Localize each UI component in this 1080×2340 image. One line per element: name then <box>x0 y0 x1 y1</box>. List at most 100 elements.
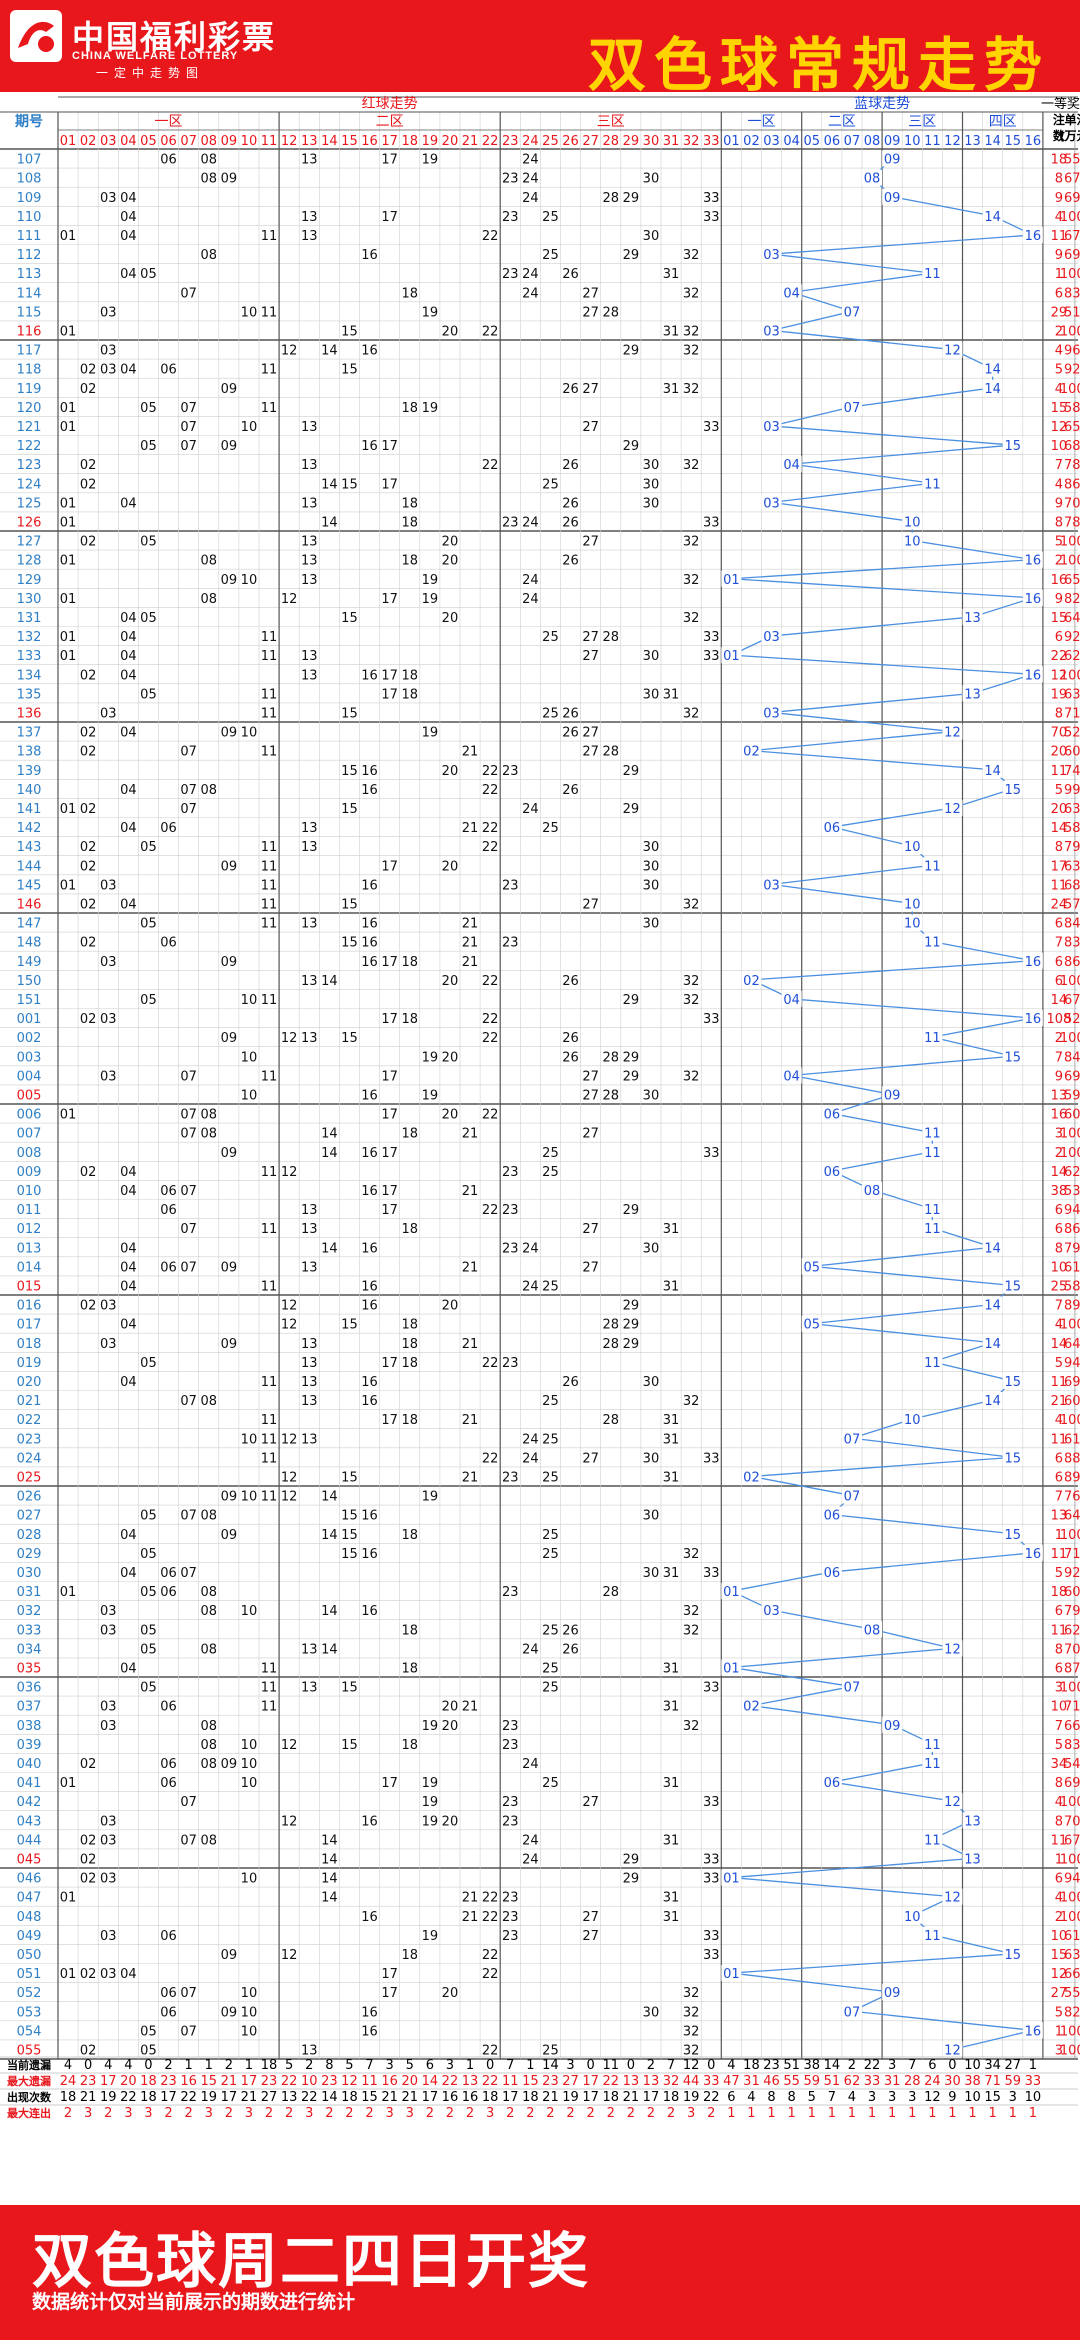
issue-number: 011 <box>17 1203 42 1218</box>
blue-ball-bg <box>781 456 802 473</box>
red-column-number: 29 <box>623 134 640 149</box>
stat-value: 17 <box>160 2090 177 2105</box>
red-ball-number: 16 <box>361 439 378 454</box>
prize-amount: 993 <box>1064 783 1080 798</box>
red-ball-number: 04 <box>120 229 137 244</box>
issue-number: 118 <box>17 363 42 378</box>
stat-value: 51 <box>783 2058 800 2073</box>
red-ball-number: 07 <box>180 1833 197 1848</box>
red-ball-number: 15 <box>341 363 358 378</box>
red-ball-number: 17 <box>381 668 398 683</box>
red-ball-number: 27 <box>582 1127 599 1142</box>
red-ball-number: 27 <box>582 1222 599 1237</box>
red-ball-number: 28 <box>602 745 619 760</box>
red-ball-number: 16 <box>361 936 378 951</box>
red-ball-number: 15 <box>341 1528 358 1543</box>
blue-ball-number: 03 <box>763 1604 780 1619</box>
red-ball-number: 29 <box>623 248 640 263</box>
blue-ball-number: 15 <box>1004 783 1021 798</box>
blue-column-number: 10 <box>904 134 921 149</box>
red-ball-number: 22 <box>482 458 499 473</box>
red-ball-number: 03 <box>100 1623 117 1638</box>
stat-value: 22 <box>703 2090 720 2105</box>
red-ball-number: 13 <box>301 1260 318 1275</box>
red-ball-number: 25 <box>542 1661 559 1676</box>
blue-ball-bg <box>862 1181 883 1198</box>
stat-value: 3 <box>124 2106 132 2121</box>
stat-value: 59 <box>1004 2074 1021 2089</box>
blue-ball-number: 06 <box>824 1566 841 1581</box>
red-ball-number: 15 <box>341 897 358 912</box>
prize-amount: 824 <box>1064 2005 1080 2020</box>
prize-count: 18 <box>1051 153 1068 168</box>
prize-amount: 835 <box>1064 286 1080 301</box>
red-ball-number: 13 <box>301 229 318 244</box>
stat-value: 33 <box>864 2074 881 2089</box>
red-ball-number: 01 <box>60 1891 77 1906</box>
prize-count: 8 <box>1055 1814 1063 1829</box>
blue-ball-number: 08 <box>864 1184 881 1199</box>
blue-ball-bg <box>982 379 1003 396</box>
issue-number: 043 <box>17 1814 42 1829</box>
red-ball-number: 31 <box>663 687 680 702</box>
red-ball-number: 27 <box>582 897 599 912</box>
blue-ball-number: 11 <box>924 1738 941 1753</box>
blue-ball-bg <box>922 933 943 950</box>
blue-ball-bg <box>1002 1449 1023 1466</box>
blue-ball-number: 16 <box>1025 2024 1042 2039</box>
red-ball-number: 09 <box>221 573 238 588</box>
stat-value: 1 <box>848 2106 856 2121</box>
red-ball-number: 10 <box>241 573 258 588</box>
red-column-number: 23 <box>502 134 519 149</box>
blue-ball-number: 03 <box>763 706 780 721</box>
stat-value: 23 <box>261 2074 278 2089</box>
prize-amount: 643 <box>1064 1337 1080 1352</box>
blue-ball-number: 14 <box>984 1394 1001 1409</box>
red-ball-number: 05 <box>140 1509 157 1524</box>
red-ball-number: 04 <box>120 611 137 626</box>
prize-amount: 677 <box>1064 229 1080 244</box>
blue-ball-number: 12 <box>944 1642 961 1657</box>
prize-count: 11 <box>1051 1432 1068 1447</box>
red-ball-number: 17 <box>381 1012 398 1027</box>
blue-ball-number: 15 <box>1004 1279 1021 1294</box>
stat-value: 15 <box>522 2074 539 2089</box>
prize-count: 11 <box>1051 764 1068 779</box>
stat-value: 1 <box>245 2058 253 2073</box>
red-ball-number: 27 <box>582 649 599 664</box>
red-ball-number: 06 <box>160 1929 177 1944</box>
red-ball-number: 31 <box>663 1833 680 1848</box>
blue-ball-bg <box>1002 1277 1023 1294</box>
stat-value: 11 <box>602 2058 619 2073</box>
red-ball-number: 31 <box>663 1891 680 1906</box>
red-ball-number: 16 <box>361 955 378 970</box>
red-ball-number: 26 <box>562 515 579 530</box>
stat-value: 18 <box>602 2090 619 2105</box>
blue-ball-number: 08 <box>864 1623 881 1638</box>
red-column-number: 04 <box>120 134 137 149</box>
red-ball-number: 27 <box>582 1795 599 1810</box>
red-ball-number: 11 <box>261 897 278 912</box>
red-ball-number: 33 <box>703 210 720 225</box>
stat-value: 20 <box>401 2074 418 2089</box>
red-column-number: 11 <box>261 134 278 149</box>
red-ball-number: 33 <box>703 1566 720 1581</box>
red-ball-number: 24 <box>522 1852 539 1867</box>
red-ball-number: 10 <box>241 1776 258 1791</box>
logo-chinese: 中国福利彩票 <box>72 18 277 56</box>
blue-ball-bg <box>942 2041 963 2058</box>
issue-number: 009 <box>17 1165 42 1180</box>
blue-ball-number: 15 <box>1004 1451 1021 1466</box>
stat-value: 3 <box>386 2058 394 2073</box>
stat-value: 17 <box>100 2074 117 2089</box>
red-ball-number: 15 <box>341 1509 358 1524</box>
red-ball-number: 20 <box>442 1700 459 1715</box>
stat-value: 2 <box>607 2106 615 2121</box>
red-ball-number: 19 <box>422 153 439 168</box>
blue-ball-bg <box>922 1201 943 1218</box>
red-ball-number: 11 <box>261 401 278 416</box>
blue-ball-number: 10 <box>904 1910 921 1925</box>
red-ball-number: 19 <box>422 592 439 607</box>
red-ball-number: 25 <box>542 1623 559 1638</box>
